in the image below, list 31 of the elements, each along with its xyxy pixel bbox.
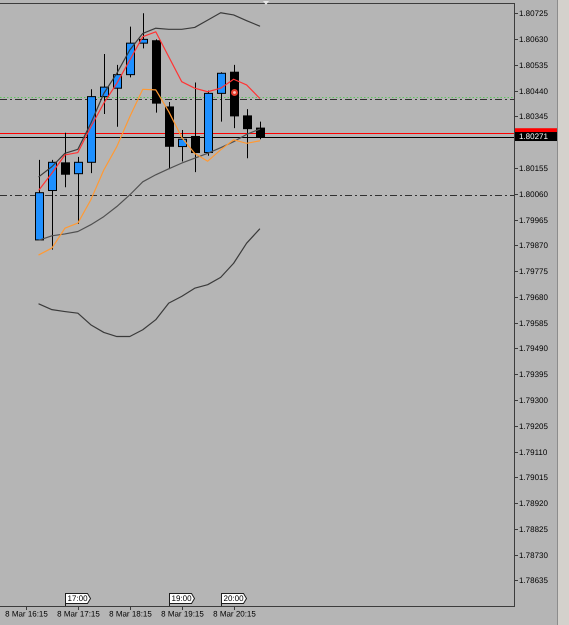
y-tick-label: 1.80440 bbox=[519, 87, 548, 96]
y-tick-label: 1.80630 bbox=[519, 35, 548, 44]
y-tick-label: 1.79205 bbox=[519, 422, 548, 431]
y-tick-label: 1.79300 bbox=[519, 396, 548, 405]
y-tick-label: 1.79015 bbox=[519, 473, 548, 482]
y-tick-label: 1.80060 bbox=[519, 190, 548, 199]
ref-line-label: 1.80271 bbox=[519, 132, 548, 142]
y-tick-label: 1.80725 bbox=[519, 9, 548, 18]
annotation: 17:00 bbox=[68, 594, 88, 603]
x-tick-label: 8 Mar 17:15 bbox=[57, 610, 100, 618]
y-tick-label: 1.80155 bbox=[519, 164, 548, 173]
y-tick-label: 1.79870 bbox=[519, 241, 548, 250]
y-tick-label: 1.79490 bbox=[519, 344, 548, 353]
annotation: 19:00 bbox=[172, 594, 192, 603]
y-tick-label: 1.79110 bbox=[519, 448, 548, 457]
y-tick-label: 1.79395 bbox=[519, 370, 548, 379]
y-tick-label: 1.78730 bbox=[519, 551, 548, 560]
y-tick-label: 1.79775 bbox=[519, 267, 548, 276]
x-tick-label: 8 Mar 18:15 bbox=[109, 610, 152, 618]
x-tick-label: 8 Mar 16:15 bbox=[5, 610, 48, 618]
y-tick-label: 1.79680 bbox=[519, 293, 548, 302]
y-tick-label: 1.78920 bbox=[519, 499, 548, 508]
y-tick-label: 1.78825 bbox=[519, 525, 548, 534]
y-tick-label: 1.78635 bbox=[519, 576, 548, 585]
y-tick-label: 1.80345 bbox=[519, 112, 548, 121]
x-tick-label: 8 Mar 19:15 bbox=[161, 610, 204, 618]
y-tick-label: 1.80535 bbox=[519, 61, 548, 70]
y-tick-label: 1.79965 bbox=[519, 216, 548, 225]
y-tick-label: 1.79585 bbox=[519, 319, 548, 328]
annotation: 20:00 bbox=[224, 594, 244, 603]
x-tick-label: 8 Mar 20:15 bbox=[213, 610, 256, 618]
